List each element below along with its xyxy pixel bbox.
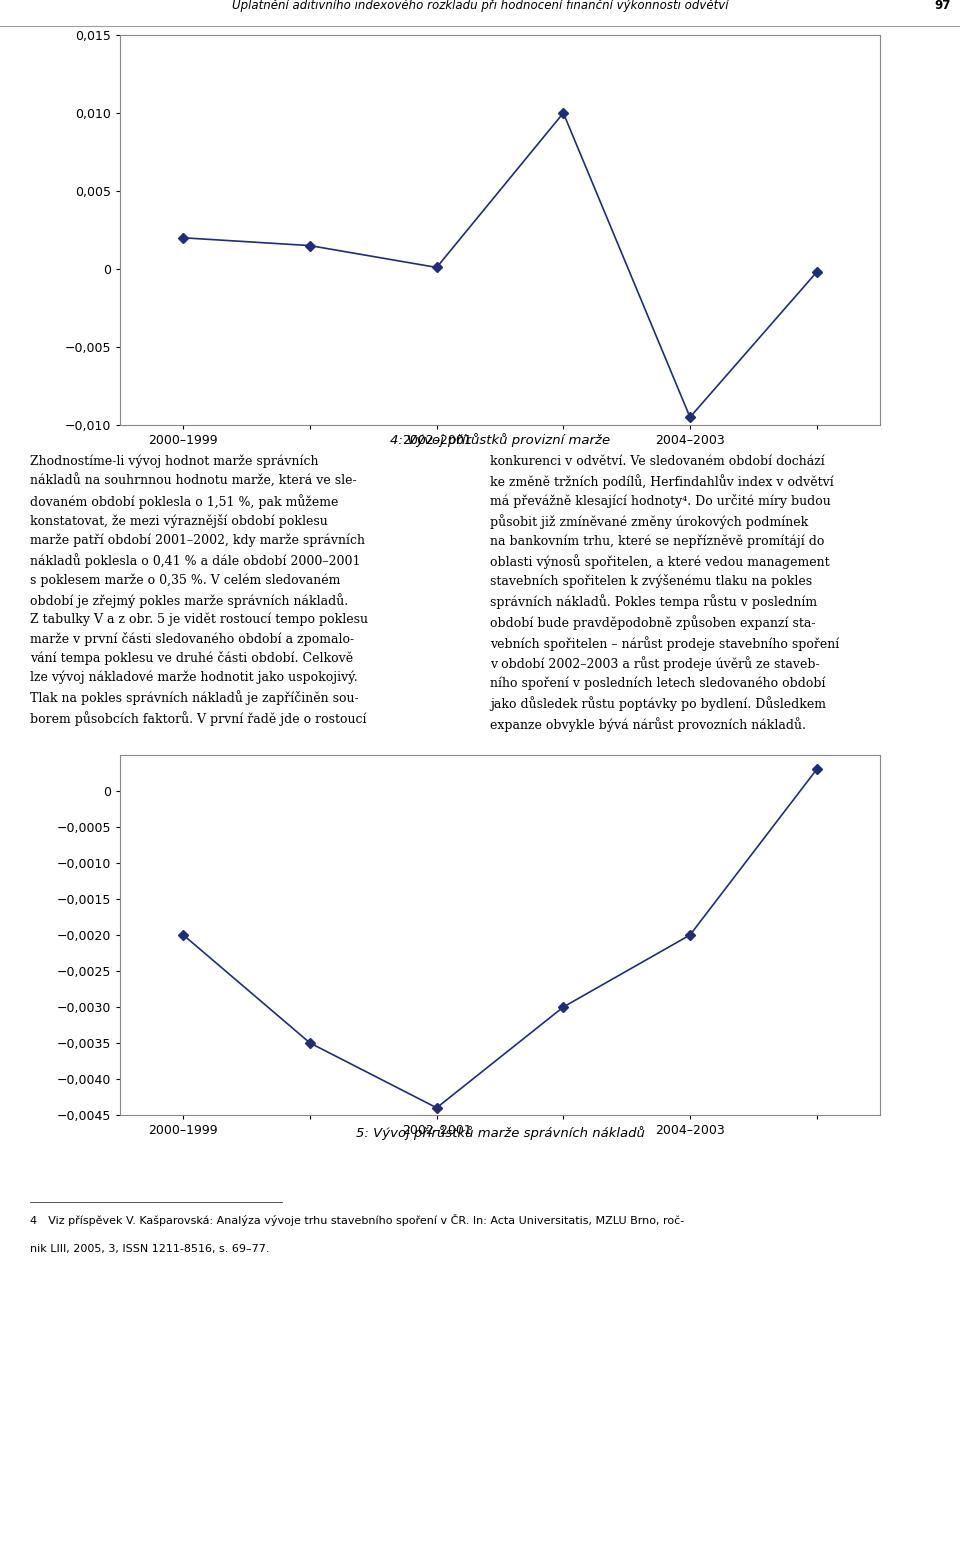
Text: Uplatnění aditivního indexového rozkladu při hodnocení finanční výkonnosti odvět: Uplatnění aditivního indexového rozkladu… [231, 0, 729, 12]
Text: konkurenci v odvětví. Ve sledovaném období dochází
ke změně tržních podílů, Herf: konkurenci v odvětví. Ve sledovaném obdo… [490, 455, 839, 731]
Text: nik LIII, 2005, 3, ISSN 1211-8516, s. 69–77.: nik LIII, 2005, 3, ISSN 1211-8516, s. 69… [30, 1244, 270, 1255]
Text: Zhodnostíme-li vývoj hodnot marže správních
nákladů na souhrnnou hodnotu marže, : Zhodnostíme-li vývoj hodnot marže správn… [30, 455, 368, 726]
Text: 4 Viz příspěvek V. Kašparovská: Analýza vývoje trhu stavebního spoření v ČR. In:: 4 Viz příspěvek V. Kašparovská: Analýza … [30, 1214, 684, 1227]
Text: 5: Vývoj přírůstků marže správních nákladů: 5: Vývoj přírůstků marže správních nákla… [355, 1126, 644, 1140]
Text: 4: Vývoj přírůstků provizní marže: 4: Vývoj přírůstků provizní marže [390, 434, 610, 448]
Text: 97: 97 [934, 0, 950, 12]
